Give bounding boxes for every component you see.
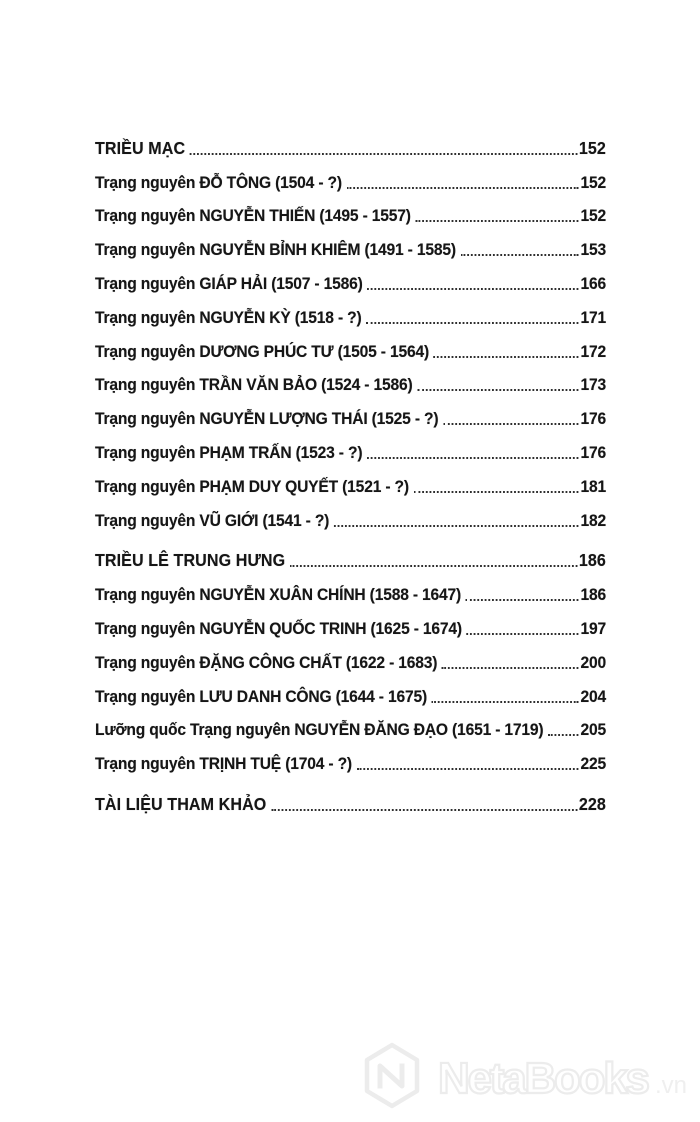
netabooks-watermark-svg: NetaBooks .vn (364, 1042, 687, 1109)
toc-entry-row: Trạng nguyên VŨ GIỚI (1541 - ?) 182 (95, 502, 606, 536)
toc-entry-row: Trạng nguyên NGUYỄN THIẾN (1495 - 1557) … (95, 198, 606, 232)
page-number: 166 (580, 273, 606, 293)
toc-entry-row: Trạng nguyên PHẠM TRẤN (1523 - ?) 176 (95, 434, 606, 468)
toc-entry-row: Trạng nguyên NGUYỄN BỈNH KHIÊM (1491 - 1… (95, 231, 606, 265)
toc-entry-row: Lưỡng quốc Trạng nguyên NGUYỄN ĐĂNG ĐẠO … (95, 712, 606, 746)
toc-section: TÀI LIỆU THAM KHẢO 228 (95, 786, 606, 820)
entry-label: Trạng nguyên ĐẶNG CÔNG CHẤT (1622 - 1683… (95, 652, 438, 672)
dot-leader (415, 220, 579, 223)
dot-leader (431, 700, 579, 703)
page-number: 171 (580, 307, 606, 327)
toc-entry-row: Trạng nguyên PHẠM DUY QUYẾT (1521 - ?) 1… (95, 468, 606, 502)
entry-label: Trạng nguyên DƯƠNG PHÚC TƯ (1505 - 1564) (95, 341, 430, 361)
page-number: 152 (580, 172, 606, 192)
dot-leader (356, 768, 579, 771)
toc-entry-row: Trạng nguyên ĐỖ TÔNG (1504 - ?) 152 (95, 164, 606, 198)
page-number: 173 (580, 375, 606, 395)
dot-leader (367, 287, 579, 290)
entry-label: Trạng nguyên VŨ GIỚI (1541 - ?) (95, 510, 330, 530)
entry-label: Trạng nguyên NGUYỄN QUỐC TRINH (1625 - 1… (95, 618, 462, 638)
toc-section: TRIỀU MẠC 152 Trạng nguyên ĐỖ TÔNG (1504… (95, 130, 606, 536)
toc-entry-row: Trạng nguyên NGUYỄN KỲ (1518 - ?) 171 (95, 299, 606, 333)
entry-label: Trạng nguyên NGUYỄN THIẾN (1495 - 1557) (95, 206, 411, 226)
page-number: 205 (580, 720, 606, 740)
page-number: 204 (580, 686, 606, 706)
toc-entry-row: Trạng nguyên NGUYỄN LƯỢNG THÁI (1525 - ?… (95, 400, 606, 434)
watermark-suffix: .vn (655, 1072, 687, 1099)
page-number: 200 (580, 652, 606, 672)
dot-leader (366, 321, 579, 324)
dot-leader (442, 423, 579, 426)
dot-leader (460, 254, 579, 257)
page-number: 197 (580, 618, 606, 638)
toc-entry-row: Trạng nguyên LƯU DANH CÔNG (1644 - 1675)… (95, 678, 606, 712)
toc-entry-row: Trạng nguyên TRỊNH TUỆ (1704 - ?) 225 (95, 745, 606, 779)
dot-leader (413, 490, 579, 493)
section-title: TRIỀU LÊ TRUNG HƯNG (95, 550, 286, 571)
watermark-text: NetaBooks (438, 1054, 650, 1103)
section-title: TÀI LIỆU THAM KHẢO (95, 793, 267, 814)
toc: TRIỀU MẠC 152 Trạng nguyên ĐỖ TÔNG (1504… (95, 130, 606, 820)
entry-label: Trạng nguyên PHẠM TRẤN (1523 - ?) (95, 442, 363, 462)
page-number: 186 (578, 550, 606, 571)
page-number: 152 (580, 206, 606, 226)
entry-label: Trạng nguyên NGUYỄN XUÂN CHÍNH (1588 - 1… (95, 585, 462, 605)
dot-leader (271, 808, 578, 811)
section-title-row: TÀI LIỆU THAM KHẢO 228 (95, 786, 606, 820)
dot-leader (441, 666, 579, 669)
dot-leader (548, 734, 579, 737)
netabooks-hexagon-n-icon (364, 1042, 420, 1109)
entry-label: Trạng nguyên LƯU DANH CÔNG (1644 - 1675) (95, 686, 428, 706)
dot-leader (433, 355, 579, 358)
section-title-row: TRIỀU LÊ TRUNG HƯNG 186 (95, 543, 606, 577)
entry-label: Lưỡng quốc Trạng nguyên NGUYỄN ĐĂNG ĐẠO … (95, 720, 544, 740)
page-number: 176 (580, 409, 606, 429)
dot-leader (289, 565, 578, 568)
dot-leader (465, 599, 579, 602)
dot-leader (333, 524, 579, 527)
entry-label: Trạng nguyên ĐỖ TÔNG (1504 - ?) (95, 172, 342, 192)
dot-leader (189, 152, 578, 155)
entry-label: Trạng nguyên TRỊNH TUỆ (1704 - ?) (95, 754, 352, 774)
entry-label: Trạng nguyên NGUYỄN BỈNH KHIÊM (1491 - 1… (95, 240, 456, 260)
section-title-row: TRIỀU MẠC 152 (95, 130, 606, 164)
toc-section: TRIỀU LÊ TRUNG HƯNG 186 Trạng nguyên NGU… (95, 543, 606, 780)
page-number: 186 (580, 585, 606, 605)
entry-label: Trạng nguyên NGUYỄN KỲ (1518 - ?) (95, 307, 362, 327)
page-number: 228 (578, 793, 606, 814)
page-number: 152 (578, 137, 606, 158)
dot-leader (466, 632, 579, 635)
page-number: 182 (580, 510, 606, 530)
entry-label: Trạng nguyên GIÁP HẢI (1507 - 1586) (95, 273, 363, 293)
page-number: 176 (580, 442, 606, 462)
entry-label: Trạng nguyên PHẠM DUY QUYẾT (1521 - ?) (95, 476, 409, 496)
toc-entry-row: Trạng nguyên TRẦN VĂN BẢO (1524 - 1586) … (95, 367, 606, 401)
toc-entry-row: Trạng nguyên ĐẶNG CÔNG CHẤT (1622 - 1683… (95, 644, 606, 678)
toc-entry-row: Trạng nguyên DƯƠNG PHÚC TƯ (1505 - 1564)… (95, 333, 606, 367)
entry-label: Trạng nguyên NGUYỄN LƯỢNG THÁI (1525 - ?… (95, 409, 439, 429)
dot-leader (366, 456, 579, 459)
dot-leader (346, 186, 579, 189)
section-title: TRIỀU MẠC (95, 137, 186, 158)
toc-entry-row: Trạng nguyên GIÁP HẢI (1507 - 1586) 166 (95, 265, 606, 299)
page-number: 181 (580, 476, 606, 496)
toc-entry-row: Trạng nguyên NGUYỄN QUỐC TRINH (1625 - 1… (95, 610, 606, 644)
page-number: 153 (580, 240, 606, 260)
toc-entry-row: Trạng nguyên NGUYỄN XUÂN CHÍNH (1588 - 1… (95, 576, 606, 610)
page-number: 172 (580, 341, 606, 361)
page-number: 225 (580, 754, 606, 774)
entry-label: Trạng nguyên TRẦN VĂN BẢO (1524 - 1586) (95, 375, 413, 395)
netabooks-watermark: NetaBooks .vn (350, 1042, 695, 1112)
dot-leader (417, 389, 579, 392)
